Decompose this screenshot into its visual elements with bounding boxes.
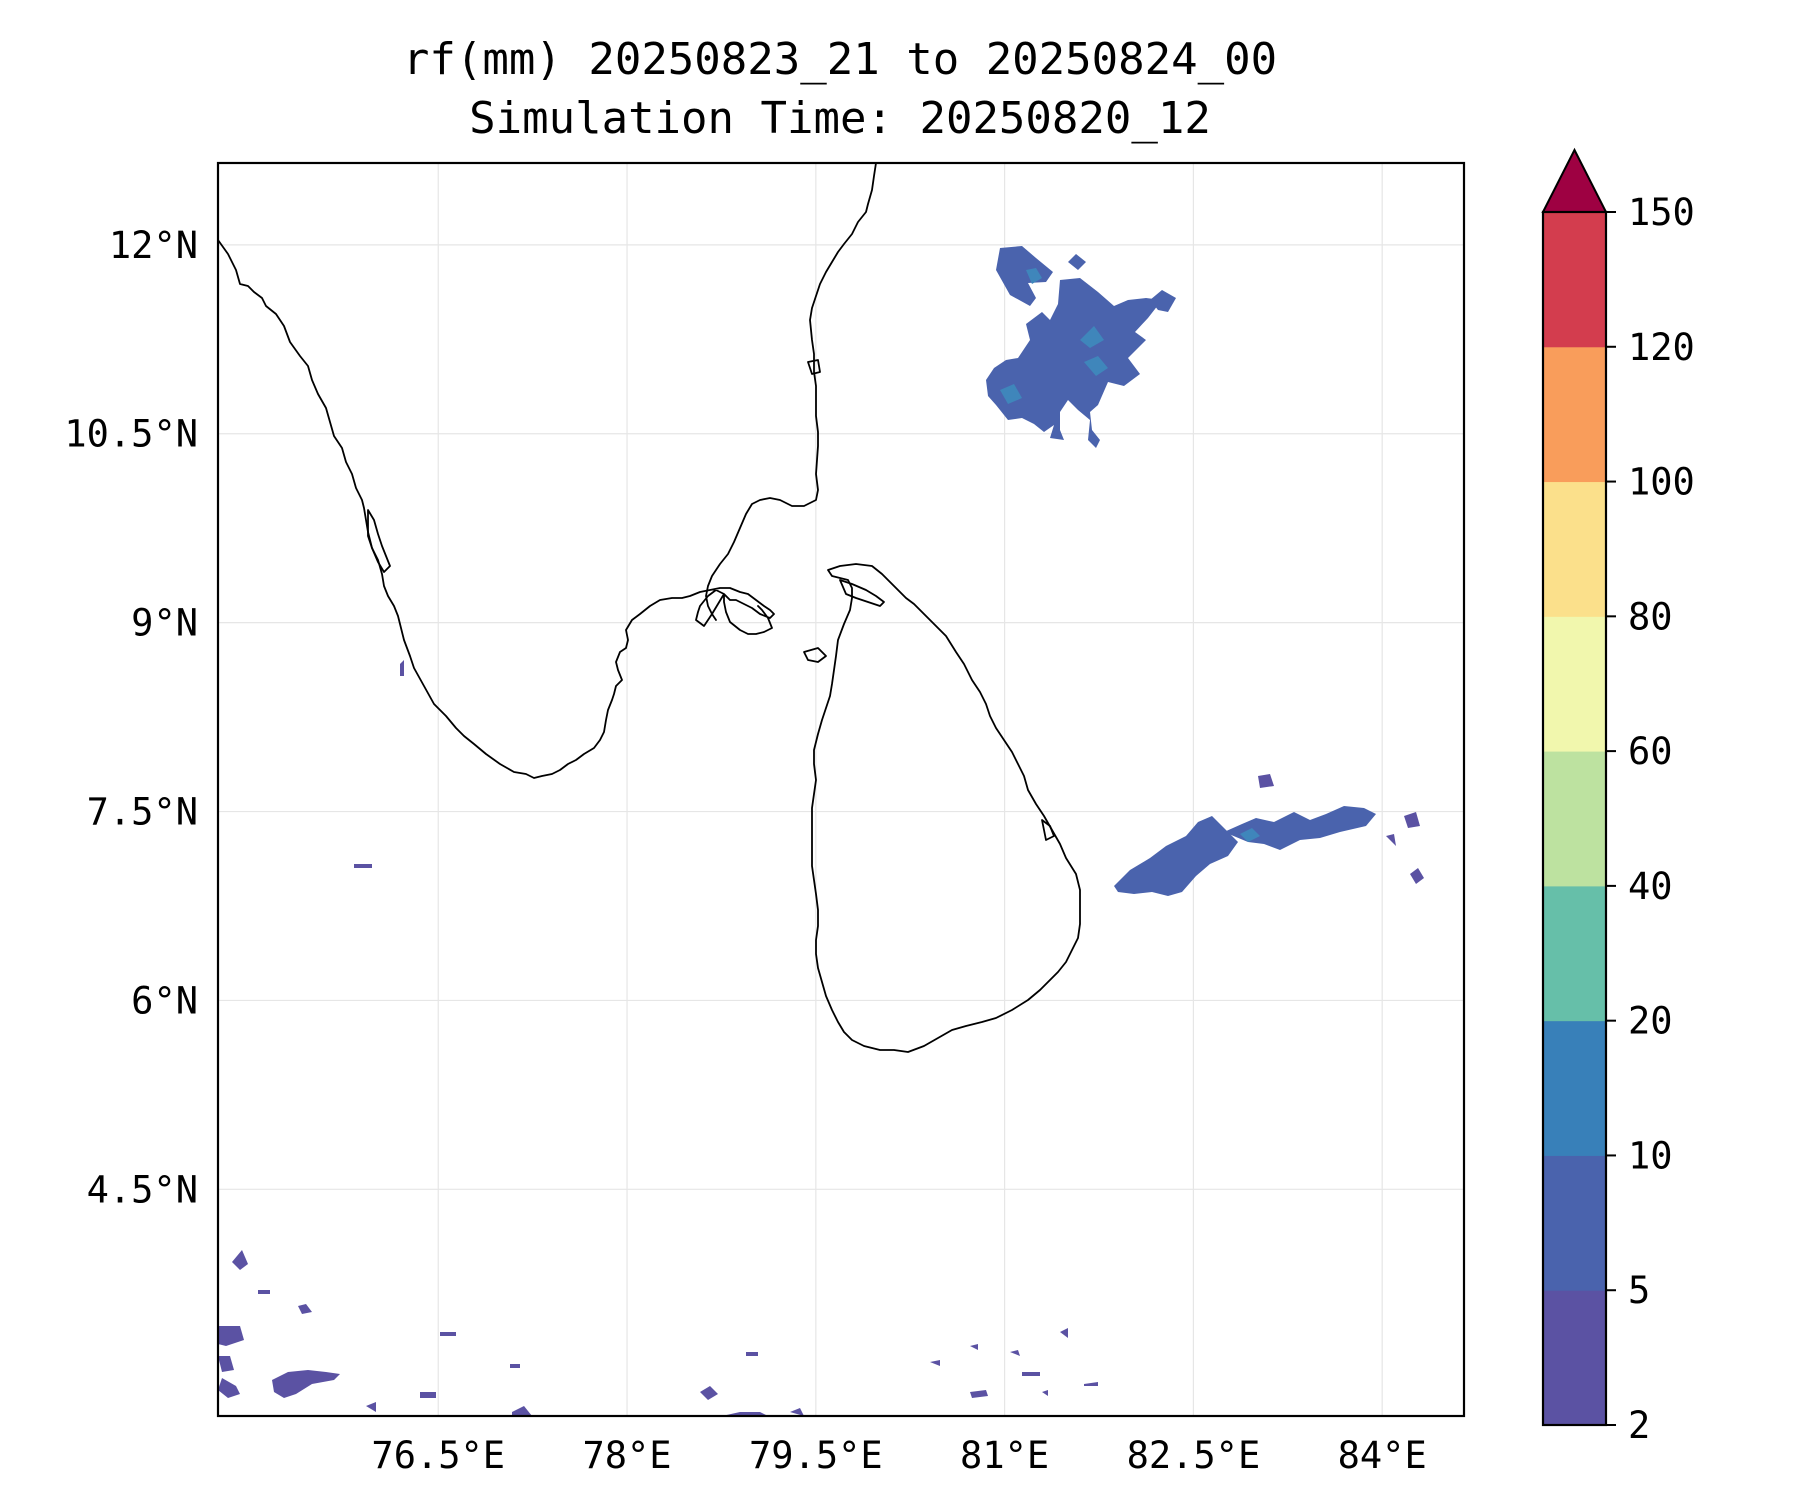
map-title-line2: Simulation Time: 20250820_12 — [469, 93, 1211, 144]
east-coast-detail — [1041, 819, 1055, 841]
rain-patch-ne-cluster-b — [986, 278, 1162, 448]
colorbar-segment — [1543, 1020, 1606, 1156]
rain-patch-sw1 — [232, 1250, 248, 1270]
colorbar-segment — [1543, 212, 1606, 348]
kerala-backwaters — [367, 509, 391, 573]
rain-patch-sw6 — [298, 1304, 312, 1314]
colorbar-tick-label: 60 — [1628, 730, 1673, 773]
rain-patch-s8 — [930, 1360, 940, 1366]
rain-patch-east-band — [1114, 816, 1238, 896]
rain-patch-west2 — [400, 660, 404, 676]
colorbar-segment — [1543, 481, 1606, 617]
rain-patch-sw4 — [218, 1378, 240, 1398]
y-tick-label: 12°N — [109, 224, 198, 267]
rain-patch-ne-core1 — [1026, 268, 1042, 284]
y-axis-ticks: 12°N 10.5°N 9°N 7.5°N 6°N 4.5°N — [64, 224, 198, 1211]
y-tick-label: 7.5°N — [87, 791, 198, 834]
colorbar-segment — [1543, 346, 1606, 483]
mannar-island — [803, 647, 827, 663]
rain-patch-s3 — [512, 1406, 532, 1416]
colorbar-tick-label: 5 — [1628, 1269, 1650, 1312]
gridlines — [218, 163, 1464, 1416]
rain-patch-sw2 — [218, 1326, 244, 1346]
coastlines — [218, 163, 1081, 1053]
rain-patch-east-band-b — [1224, 806, 1376, 850]
rain-patch-east-island3 — [1386, 834, 1396, 846]
rain-patch-s13 — [1060, 1328, 1068, 1338]
jaffna-lagoon — [839, 579, 885, 607]
rain-patch-sw7 — [258, 1290, 270, 1294]
rain-patch-s11 — [1010, 1350, 1020, 1356]
rain-patch-west1 — [354, 864, 372, 868]
colorbar-segment — [1543, 751, 1606, 887]
colorbar-tick-label: 80 — [1628, 595, 1673, 638]
rain-patch-s2 — [510, 1364, 520, 1368]
rain-patch-s12 — [1022, 1372, 1040, 1376]
rain-patch-ne-cluster — [996, 246, 1053, 306]
rainfall-patches — [218, 246, 1424, 1416]
colorbar-segment — [1543, 1290, 1606, 1426]
x-tick-label: 84°E — [1338, 1434, 1427, 1477]
colorbar-tick-label: 120 — [1628, 326, 1695, 369]
srilanka-coastline — [811, 563, 1081, 1053]
rain-patch-east-core — [1240, 828, 1260, 842]
rain-patch-s7 — [790, 1408, 804, 1416]
rain-patch-s5 — [746, 1352, 758, 1356]
rain-patch-east-island1 — [1258, 774, 1274, 788]
rain-patch-s4 — [700, 1386, 718, 1400]
x-tick-label: 76.5°E — [371, 1434, 505, 1477]
y-tick-label: 6°N — [131, 979, 198, 1022]
y-tick-label: 4.5°N — [87, 1168, 198, 1211]
colorbar-segment — [1543, 885, 1606, 1022]
rain-patch-ne-core4 — [1000, 384, 1022, 404]
x-tick-label: 78°E — [582, 1434, 671, 1477]
colorbar-tick-label: 100 — [1628, 461, 1695, 504]
colorbar-tick-label: 10 — [1628, 1134, 1673, 1177]
map-title-line1: rf(mm) 20250823_21 to 20250824_00 — [403, 34, 1277, 85]
rain-patch-s9 — [970, 1344, 978, 1350]
x-tick-label: 82.5°E — [1127, 1434, 1261, 1477]
colorbar-extend-arrow — [1541, 147, 1608, 213]
colorbar-segment — [1543, 616, 1606, 752]
rain-patch-east-island2 — [1404, 812, 1420, 828]
x-axis-ticks: 76.5°E 78°E 79.5°E 81°E 82.5°E 84°E — [371, 1434, 1426, 1477]
y-tick-label: 9°N — [131, 602, 198, 645]
rain-patch-s15 — [1084, 1382, 1098, 1386]
map-frame — [216, 161, 1466, 1418]
pulicat-lake — [807, 359, 821, 375]
colorbar-tick-label: 40 — [1628, 865, 1673, 908]
colorbar-tick-label: 150 — [1628, 191, 1695, 234]
rain-patch-s1 — [440, 1332, 456, 1336]
map-panel: 76.5°E 78°E 79.5°E 81°E 82.5°E 84°E 12°N 10.5°… — [64, 161, 1466, 1477]
colorbar-segment — [1543, 1155, 1606, 1291]
x-tick-label: 79.5°E — [749, 1434, 883, 1477]
rain-patch-ne-core2 — [1084, 356, 1108, 376]
y-tick-label: 10.5°N — [64, 413, 198, 456]
rain-patch-sw8 — [420, 1392, 436, 1398]
rain-patch-east-island4 — [1410, 868, 1424, 884]
colorbar-tick-label: 20 — [1628, 1000, 1673, 1043]
map-background — [218, 163, 1464, 1416]
rain-patch-sw5 — [272, 1370, 340, 1398]
rain-patch-sw9 — [366, 1402, 376, 1412]
rain-patch-ne-small — [1068, 254, 1086, 270]
colorbar-frame — [1541, 210, 1608, 1427]
rain-patch-ne-core3 — [1080, 326, 1104, 348]
rain-patch-s10 — [970, 1390, 988, 1398]
colorbar-tick-label: 2 — [1628, 1404, 1650, 1447]
rain-patch-ne-tail — [1150, 290, 1176, 312]
colorbar: 2 5 10 20 40 60 80 100 120 150 — [1541, 147, 1695, 1447]
x-tick-label: 81°E — [960, 1434, 1049, 1477]
rain-patch-s14 — [1042, 1390, 1048, 1396]
rain-patch-sw3 — [218, 1356, 234, 1372]
india-east-coastline — [705, 163, 877, 621]
